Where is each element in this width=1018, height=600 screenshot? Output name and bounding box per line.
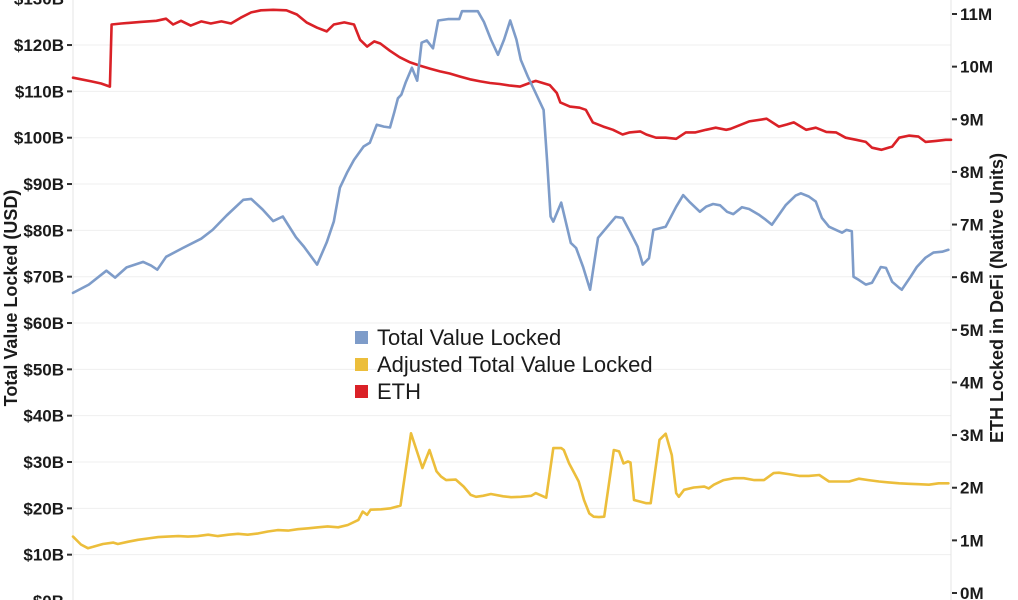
right-tick-label: 1M bbox=[960, 531, 984, 550]
left-tick-label: $20B bbox=[23, 499, 64, 518]
chart-legend: Total Value Locked Adjusted Total Value … bbox=[355, 324, 653, 405]
legend-label-eth: ETH bbox=[377, 379, 421, 404]
legend-label-adjusted-total-value-locked: Adjusted Total Value Locked bbox=[377, 352, 653, 377]
left-tick-label: $0B bbox=[33, 592, 64, 600]
axes: $130B $120B $110B $100B $90B $80B $70B $60B $50B… bbox=[14, 0, 993, 600]
line-total-value-locked bbox=[71, 9, 950, 295]
right-tick-label: 5M bbox=[960, 321, 984, 340]
legend-item-total-value-locked: Total Value Locked bbox=[355, 324, 653, 351]
left-tick-label: $60B bbox=[23, 314, 64, 333]
right-tick-label: 0M bbox=[960, 584, 984, 600]
legend-label-total-value-locked: Total Value Locked bbox=[377, 325, 562, 350]
left-tick-label: $130B bbox=[14, 0, 64, 9]
right-tick-label: 9M bbox=[960, 110, 984, 129]
gridlines bbox=[73, 44, 951, 556]
left-tick-label: $30B bbox=[23, 453, 64, 472]
legend-swatch-total-value-locked-icon bbox=[355, 331, 368, 344]
line-eth bbox=[71, 8, 953, 152]
left-axis-title: Total Value Locked (USD) bbox=[1, 190, 21, 407]
right-tick-label: 8M bbox=[960, 163, 984, 182]
left-tick-label: $50B bbox=[23, 360, 64, 379]
right-axis-title: ETH Locked in DeFi (Native Units) bbox=[987, 153, 1007, 443]
left-tick-label: $10B bbox=[23, 546, 64, 565]
right-tick-label: 2M bbox=[960, 479, 984, 498]
series-lines bbox=[71, 8, 953, 550]
line-adjusted-total-value-locked bbox=[71, 431, 950, 550]
right-tick-label: 6M bbox=[960, 268, 984, 287]
left-tick-label: $80B bbox=[23, 221, 64, 240]
left-tick-label: $70B bbox=[23, 268, 64, 287]
right-tick-label: 11M bbox=[960, 5, 992, 24]
right-tick-label: 10M bbox=[960, 58, 993, 77]
legend-swatch-eth-icon bbox=[355, 385, 368, 398]
left-tick-label: $90B bbox=[23, 175, 64, 194]
legend-swatch-adjusted-total-value-locked-icon bbox=[355, 358, 368, 371]
left-tick-label: $110B bbox=[15, 82, 64, 101]
left-tick-label: $40B bbox=[23, 407, 64, 426]
right-tick-label: 7M bbox=[960, 216, 984, 235]
legend-item-adjusted-total-value-locked: Adjusted Total Value Locked bbox=[355, 351, 653, 378]
right-tick-label: 3M bbox=[960, 426, 984, 445]
legend-item-eth: ETH bbox=[355, 378, 653, 405]
left-tick-label: $120B bbox=[14, 36, 64, 55]
right-tick-label: 4M bbox=[960, 373, 984, 392]
left-tick-label: $100B bbox=[14, 129, 64, 148]
